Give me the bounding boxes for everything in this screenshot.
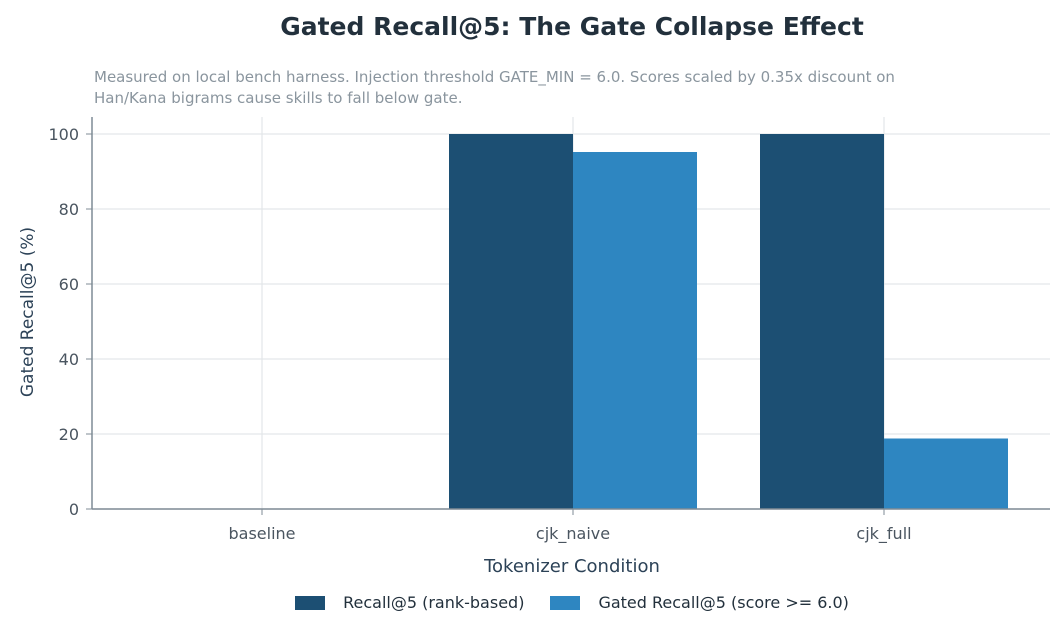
y-axis-label: Gated Recall@5 (%) [18, 227, 38, 397]
chart-title: Gated Recall@5: The Gate Collapse Effect [280, 12, 864, 41]
axes: 0 20 40 60 80 100 baseline cjk_naive cjk_full [48, 117, 1050, 544]
chart-subtitle: Measured on local bench harness. Injecti… [94, 68, 895, 107]
x-tick-label: cjk_full [856, 524, 911, 544]
y-tick-label: 100 [48, 125, 79, 144]
x-tick-label: cjk_naive [536, 524, 610, 544]
bar-recall-cjk_naive [449, 134, 573, 509]
y-tick-label: 80 [59, 200, 79, 219]
y-tick-label: 20 [59, 425, 79, 444]
legend-swatch-gated-recall [550, 595, 581, 610]
bars [449, 134, 1008, 509]
y-tick-label: 40 [59, 350, 79, 369]
y-tick-label: 0 [69, 500, 79, 519]
legend-item-gated-recall: Gated Recall@5 (score >= 6.0) [550, 593, 849, 612]
x-tick-label: baseline [228, 524, 295, 543]
bar-gated-recall-cjk_full [884, 438, 1008, 509]
y-tick-label: 60 [59, 275, 79, 294]
legend: Recall@5 (rank-based) Gated Recall@5 (sc… [0, 593, 1064, 612]
legend-item-recall: Recall@5 (rank-based) [295, 593, 524, 612]
bar-recall-cjk_full [760, 134, 884, 509]
legend-swatch-recall [295, 595, 326, 610]
legend-label-recall: Recall@5 (rank-based) [343, 593, 525, 612]
x-axis-label: Tokenizer Condition [483, 556, 660, 577]
bar-gated-recall-cjk_naive [573, 152, 697, 509]
legend-label-gated-recall: Gated Recall@5 (score >= 6.0) [598, 593, 849, 612]
